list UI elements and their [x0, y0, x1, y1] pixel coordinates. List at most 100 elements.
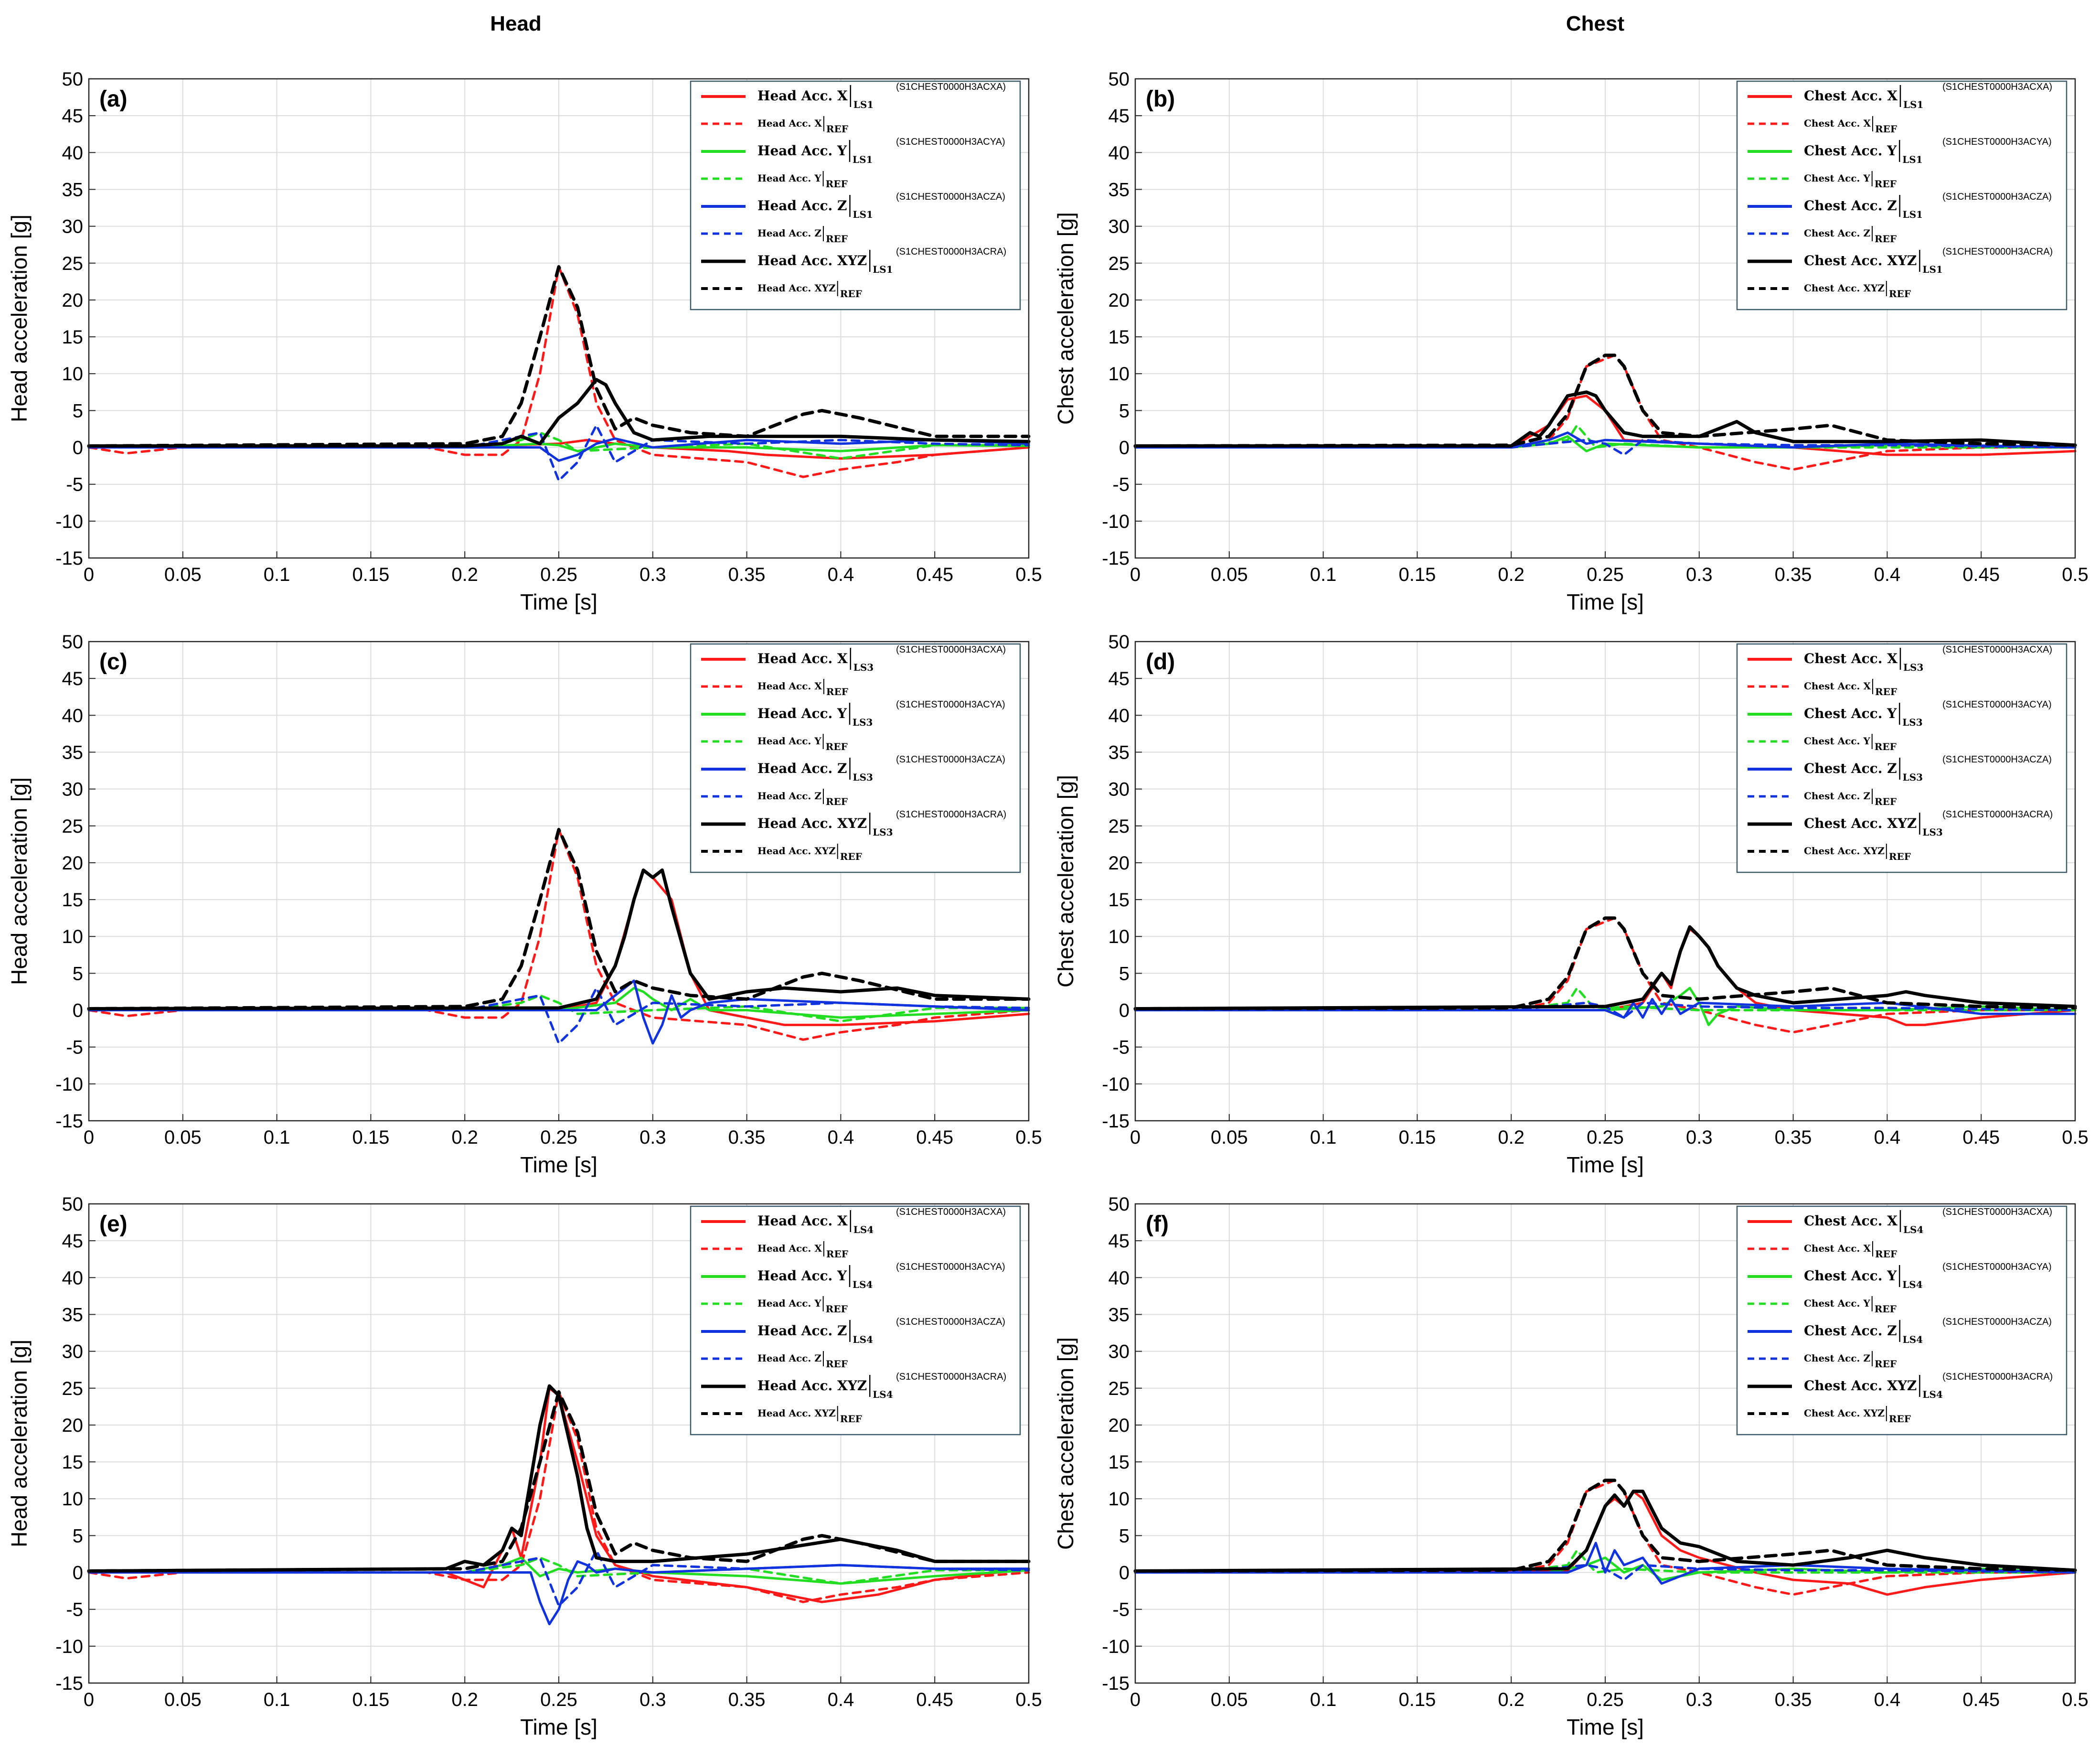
- legend-channel-code: (S1CHEST0000H3ACZA): [1942, 1317, 2052, 1327]
- x-tick-label: 0.3: [640, 1689, 666, 1710]
- legend-subscript: LS4: [853, 1334, 874, 1345]
- legend-ref-subscript: REF: [1875, 233, 1897, 245]
- y-tick-label: 50: [1109, 69, 1130, 90]
- y-tick-label: 0: [1119, 1000, 1130, 1021]
- x-tick-label: 0.5: [2062, 564, 2089, 585]
- legend-ref-label: Chest Acc. X: [1804, 1243, 1871, 1254]
- y-tick-label: -5: [1112, 1599, 1130, 1620]
- legend-box: [690, 643, 1021, 873]
- y-tick-label: 5: [1119, 400, 1130, 421]
- x-tick-label: 0.35: [1775, 564, 1812, 585]
- x-tick-label: 0.3: [640, 1127, 666, 1148]
- x-tick-label: 0.25: [540, 1127, 577, 1148]
- x-tick-label: 0.25: [540, 564, 577, 585]
- chart-panel-e: 0 0.05 0.1 0.15 0.2 0.25 0.3 0.35 0.4 0.45 0.5 -15 -…: [7, 1194, 1042, 1739]
- legend-label: Chest Acc. XYZ: [1804, 253, 1917, 268]
- legend-label: Head Acc. Y: [757, 706, 847, 721]
- legend-label: Chest Acc. X: [1804, 1213, 1897, 1229]
- y-tick-label: 45: [1109, 106, 1130, 127]
- series-line: [87, 1384, 1031, 1573]
- x-tick-label: 0.05: [1211, 1689, 1248, 1710]
- y-tick-label: 15: [1109, 890, 1130, 911]
- x-tick-label: 0.45: [1962, 564, 2000, 585]
- y-tick-label: 45: [1109, 668, 1130, 689]
- y-tick-label: 15: [1109, 1452, 1130, 1473]
- x-tick-label: 0.05: [164, 1127, 202, 1148]
- y-axis-label: Head acceleration [g]: [7, 777, 32, 985]
- series-line: [1133, 1490, 2077, 1573]
- legend-ref-label: Head Acc. Z: [757, 790, 821, 802]
- x-tick-label: 0.45: [1962, 1127, 2000, 1148]
- y-tick-label: 40: [1109, 142, 1130, 163]
- x-tick-label: 0.4: [828, 564, 854, 585]
- legend-channel-code: (S1CHEST0000H3ACXA): [1942, 82, 2052, 92]
- y-tick-label: 35: [62, 1304, 84, 1325]
- x-tick-label: 0.15: [352, 1689, 389, 1710]
- y-tick-label: -5: [66, 1599, 83, 1620]
- legend-channel-code: (S1CHEST0000H3ACRA): [1942, 1372, 2053, 1382]
- y-tick-label: 25: [62, 1378, 84, 1399]
- x-tick-label: 0.15: [1398, 1689, 1436, 1710]
- legend-ref-subscript: REF: [840, 288, 862, 300]
- legend-subscript: LS3: [873, 826, 893, 838]
- y-tick-label: 10: [62, 364, 84, 385]
- y-tick-label: 10: [1109, 364, 1130, 385]
- legend-ref-label: Chest Acc. XYZ: [1804, 282, 1885, 294]
- y-tick-label: 50: [62, 69, 84, 90]
- legend-channel-code: (S1CHEST0000H3ACRA): [896, 247, 1006, 257]
- y-tick-label: -15: [1102, 1673, 1130, 1694]
- plot-frame: [1134, 78, 2076, 559]
- legend-subscript: LS3: [853, 662, 874, 673]
- y-tick-label: 25: [62, 253, 84, 274]
- y-tick-label: 45: [62, 106, 84, 127]
- legend-label: Head Acc. X: [757, 651, 848, 666]
- legend-channel-code: (S1CHEST0000H3ACZA): [896, 192, 1005, 202]
- legend-subscript: LS1: [853, 154, 873, 165]
- y-tick-label: 5: [73, 1525, 83, 1546]
- x-tick-label: 0.45: [916, 1127, 953, 1148]
- legend-subscript: LS4: [1903, 1334, 1923, 1345]
- legend-subscript: LS1: [853, 209, 873, 220]
- legend-subscript: LS3: [1902, 717, 1922, 728]
- series-line: [1133, 1479, 2077, 1573]
- x-tick-label: 0.2: [451, 564, 478, 585]
- plot-frame: [88, 1203, 1030, 1684]
- y-tick-label: -15: [55, 1673, 83, 1694]
- x-tick-label: 0.35: [728, 1689, 766, 1710]
- y-tick-label: -10: [55, 1074, 83, 1095]
- y-tick-label: 20: [62, 1415, 84, 1436]
- legend-subscript: LS1: [1903, 209, 1923, 220]
- y-tick-label: 15: [62, 327, 84, 348]
- legend-subscript: LS1: [1922, 264, 1942, 275]
- x-tick-label: 0.3: [1686, 1689, 1713, 1710]
- legend-subscript: LS4: [1903, 1224, 1924, 1235]
- x-axis-label: Time [s]: [520, 1715, 597, 1739]
- x-tick-label: 0: [1130, 1689, 1141, 1710]
- y-axis-label: Chest acceleration [g]: [1053, 775, 1078, 987]
- chart-panel-f: 0 0.05 0.1 0.15 0.2 0.25 0.3 0.35 0.4 0.45 0.5 -15 -…: [1053, 1194, 2089, 1739]
- x-tick-label: 0: [84, 1127, 94, 1148]
- x-tick-label: 0.2: [1498, 1689, 1524, 1710]
- y-tick-label: 10: [1109, 1489, 1130, 1510]
- plot-frame: [1134, 641, 2076, 1122]
- legend-subscript: LS4: [1902, 1279, 1923, 1290]
- y-tick-label: 40: [62, 705, 84, 726]
- legend-channel-code: (S1CHEST0000H3ACZA): [896, 1317, 1005, 1327]
- series-line: [87, 1390, 1031, 1573]
- series-line: [87, 442, 1030, 452]
- y-tick-label: 5: [73, 963, 83, 984]
- y-tick-label: -15: [1102, 1111, 1130, 1132]
- legend-channel-code: (S1CHEST0000H3ACYA): [1942, 1262, 2052, 1272]
- y-tick-label: 20: [1109, 853, 1130, 874]
- legend-channel-code: (S1CHEST0000H3ACXA): [1942, 1207, 2052, 1217]
- legend-ref-subscript: REF: [1889, 288, 1911, 300]
- y-tick-label: 45: [1109, 1231, 1130, 1252]
- y-tick-label: 30: [62, 216, 84, 237]
- plot-frame: [88, 78, 1030, 559]
- y-tick-label: 10: [62, 926, 84, 947]
- legend-ref-subscript: REF: [1875, 741, 1897, 752]
- legend-ref-subscript: REF: [826, 686, 848, 697]
- legend-channel-code: (S1CHEST0000H3ACYA): [896, 1262, 1005, 1272]
- y-tick-label: -15: [55, 548, 83, 569]
- x-tick-label: 0.4: [1874, 1689, 1901, 1710]
